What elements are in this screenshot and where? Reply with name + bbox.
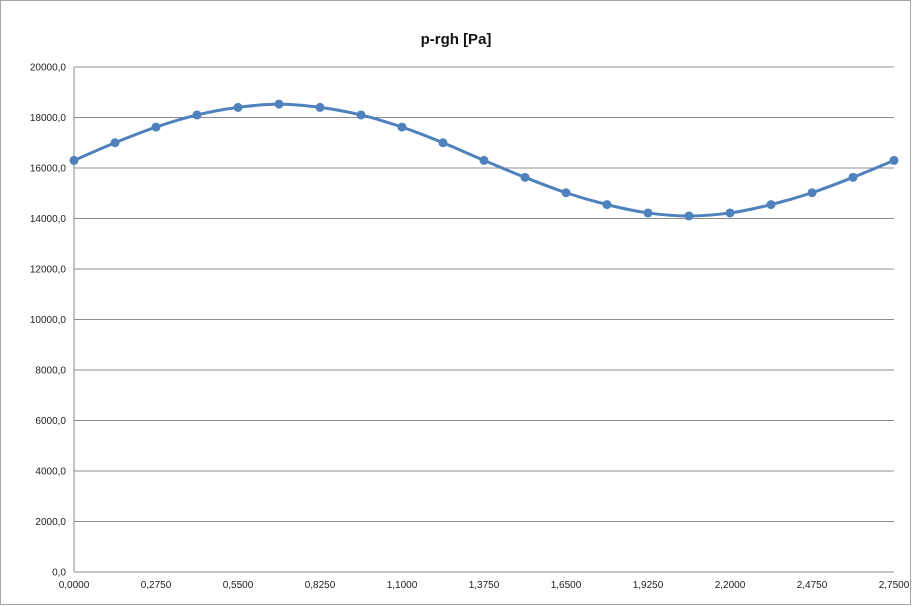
y-tick-label: 0,0 (52, 568, 66, 579)
y-tick-label: 4000,0 (35, 467, 66, 478)
y-tick-label: 18000,0 (30, 113, 67, 124)
data-point (397, 122, 407, 132)
gridlines (74, 66, 894, 522)
x-tick-label: 1,1000 (387, 580, 418, 591)
x-tick-label: 0,8250 (305, 580, 336, 591)
x-tick-label: 2,4750 (797, 580, 828, 591)
data-point (520, 172, 530, 182)
x-tick-label: 1,9250 (633, 580, 664, 591)
data-point (725, 208, 735, 218)
x-tick-label: 1,6500 (551, 580, 582, 591)
x-tick-label: 0,0000 (59, 580, 90, 591)
data-point (807, 188, 817, 198)
data-point (643, 208, 653, 218)
y-tick-label: 20000,0 (30, 63, 67, 74)
data-point (69, 155, 79, 165)
axes (73, 67, 894, 573)
x-axis-tick-labels: 0,0000 0,2750 0,5500 0,8250 1,1000 1,3750 1,65… (59, 580, 910, 591)
data-point (848, 172, 858, 182)
data-point (151, 122, 161, 132)
data-point (233, 102, 243, 112)
y-axis-tick-labels: 0,0 2000,0 4000,0 6000,0 8000,0 10000,0 12000,… (30, 63, 67, 579)
data-point (315, 102, 325, 112)
data-point (274, 99, 284, 109)
data-point (602, 200, 612, 210)
x-tick-label: 1,3750 (469, 580, 500, 591)
data-point (766, 200, 776, 210)
x-tick-label: 0,2750 (141, 580, 172, 591)
y-tick-label: 12000,0 (30, 265, 67, 276)
data-point (889, 155, 899, 165)
chart-title: p-rgh [Pa] (421, 31, 492, 48)
data-point (479, 155, 489, 165)
x-tick-label: 2,7500 (879, 580, 910, 591)
series-layer (69, 99, 899, 221)
data-point (356, 110, 366, 120)
x-tick-label: 2,2000 (715, 580, 746, 591)
y-tick-label: 2000,0 (35, 517, 66, 528)
data-point (684, 211, 694, 221)
y-tick-label: 10000,0 (30, 315, 67, 326)
y-tick-label: 14000,0 (30, 214, 67, 225)
y-tick-label: 6000,0 (35, 416, 66, 427)
data-point (110, 138, 120, 148)
y-tick-label: 16000,0 (30, 164, 67, 175)
x-tick-label: 0,5500 (223, 580, 254, 591)
y-tick-label: 8000,0 (35, 366, 66, 377)
data-point (438, 138, 448, 148)
data-point (192, 110, 202, 120)
data-point (561, 188, 571, 198)
